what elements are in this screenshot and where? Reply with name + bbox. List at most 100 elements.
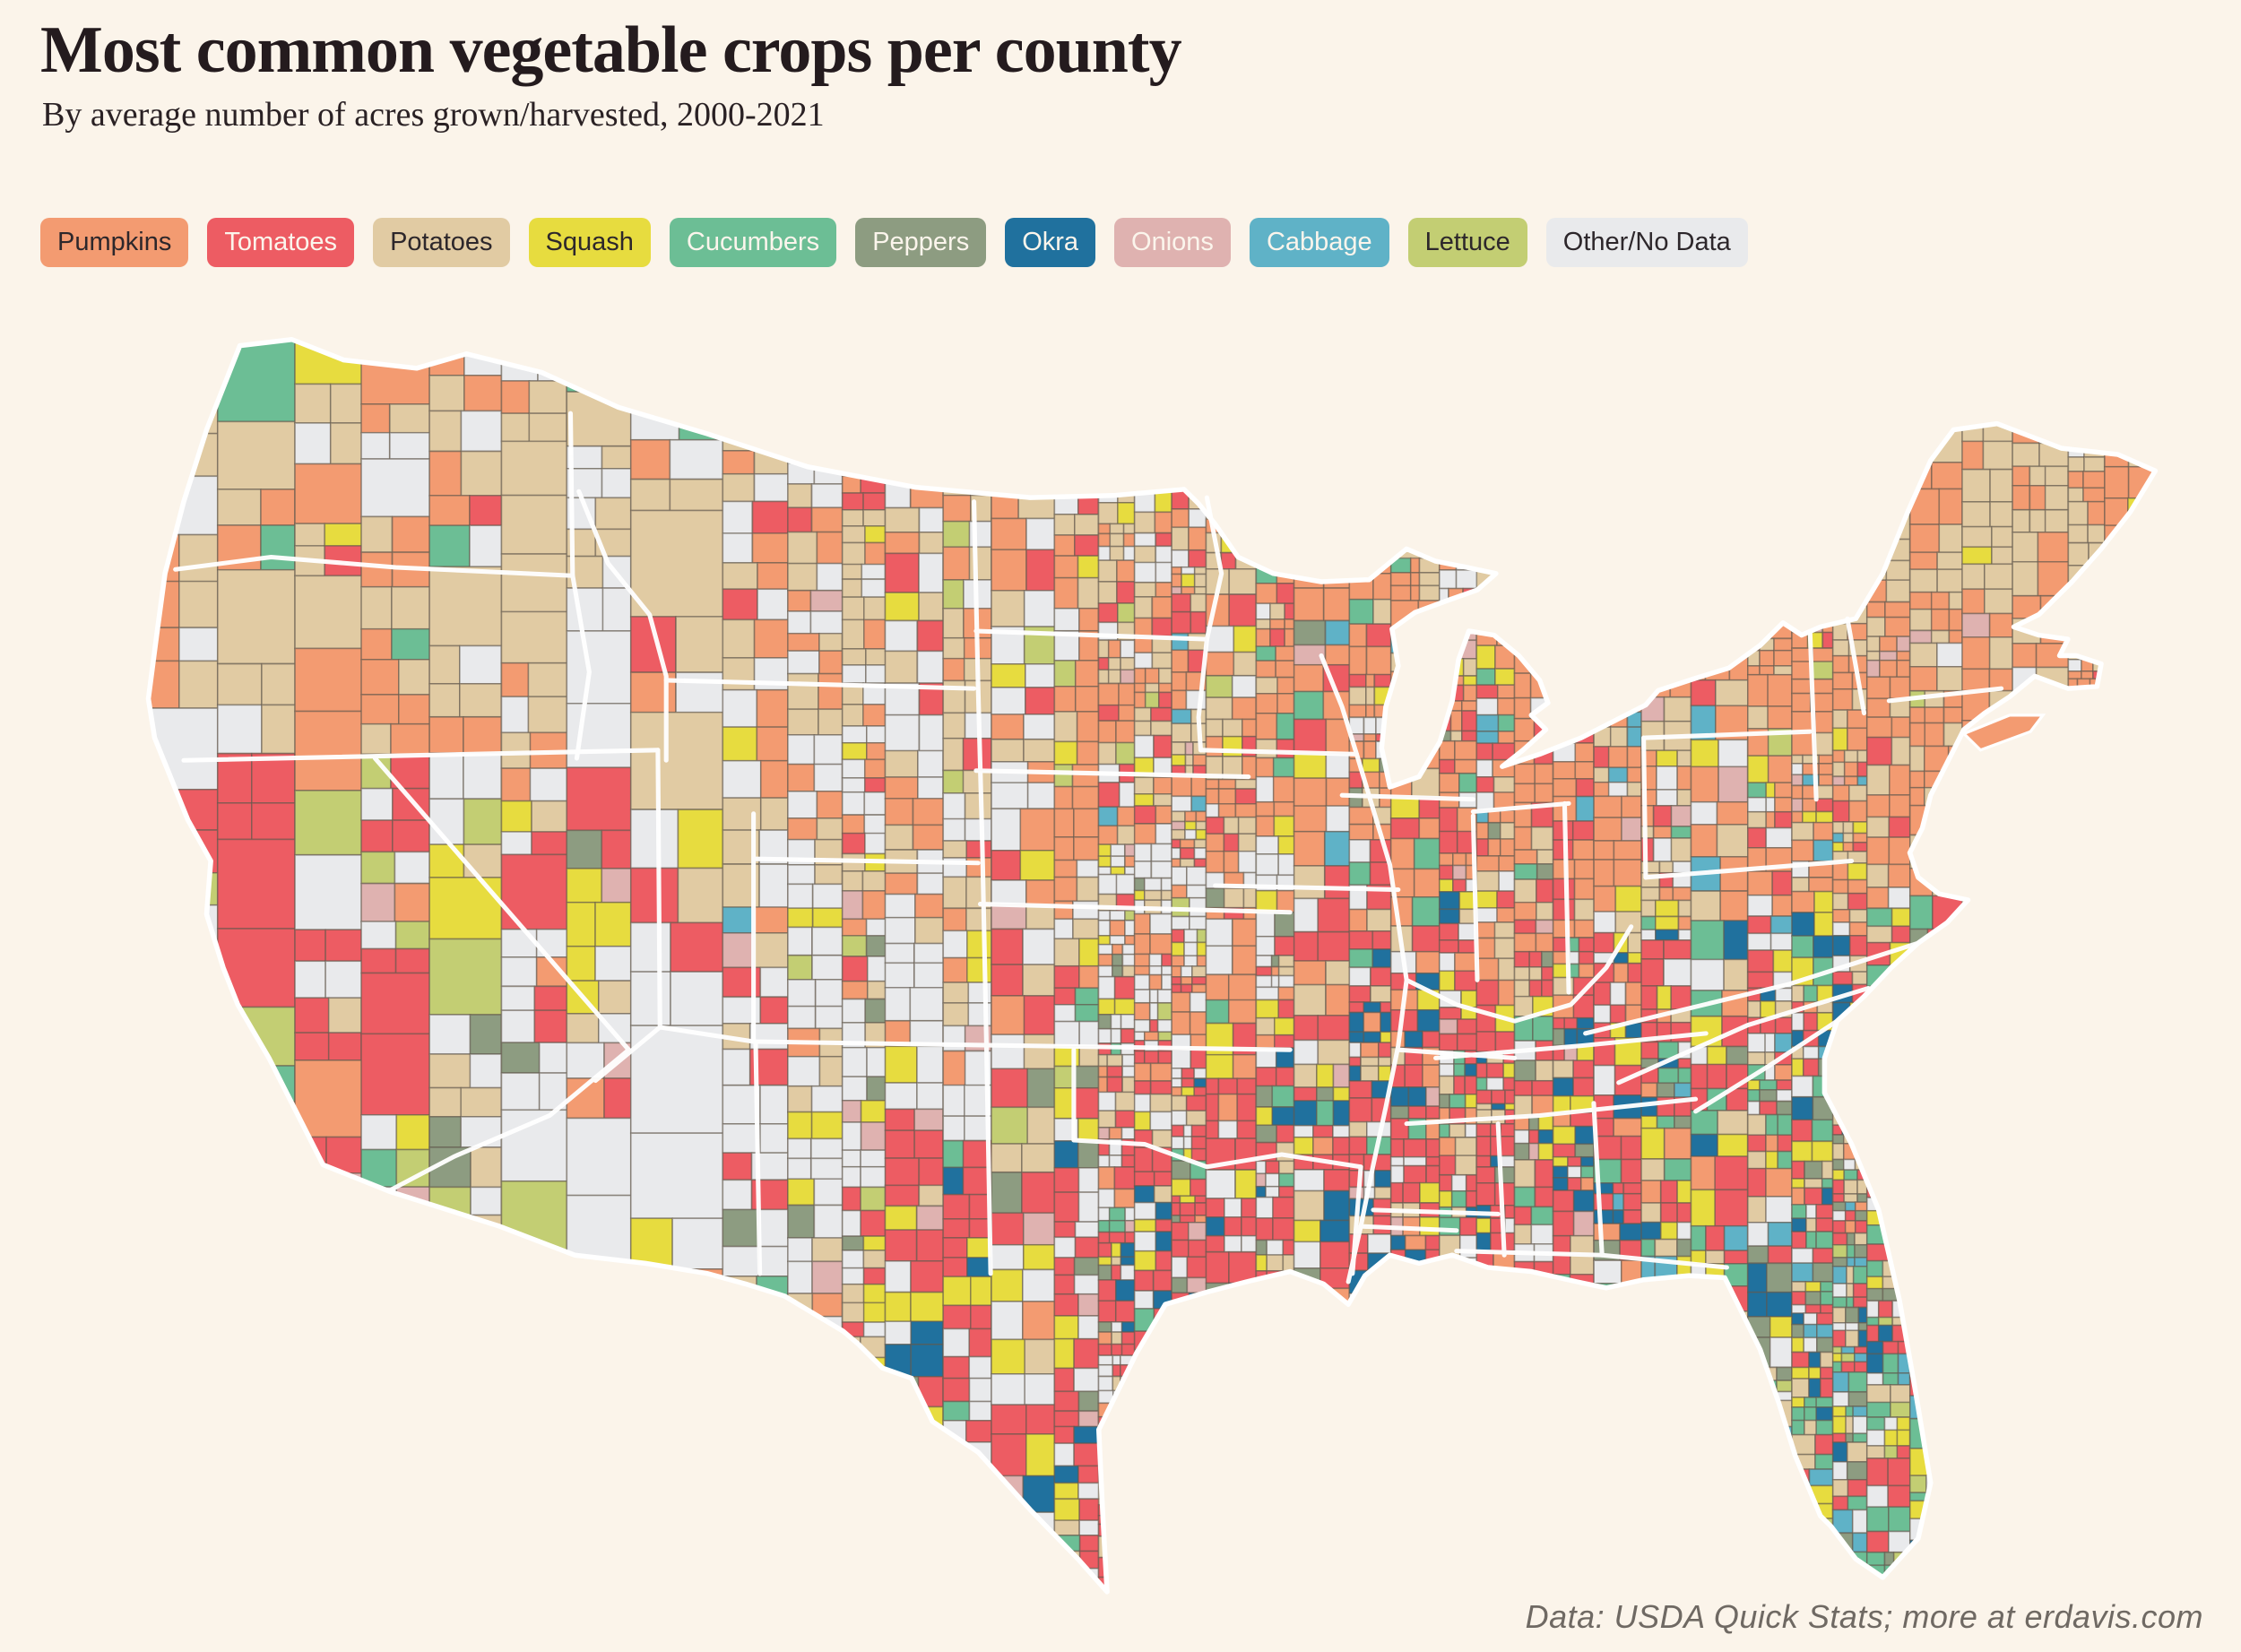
county-cell (1077, 1167, 1100, 1193)
county-cell (1845, 1322, 1860, 1332)
county-cell (1961, 440, 1985, 471)
county-cell (259, 1101, 296, 1144)
county-cell (1714, 1155, 1749, 1190)
county-cell (884, 942, 915, 964)
county-cell (1133, 861, 1153, 879)
county-cell (1690, 1110, 1719, 1136)
county-cell (500, 831, 532, 856)
county-cell (1622, 1209, 1643, 1224)
county-cell (1293, 587, 1325, 622)
county-cell (389, 431, 430, 460)
county-cell (1277, 853, 1295, 877)
county-cell (1124, 1219, 1136, 1233)
county-cell (1109, 523, 1125, 535)
county-cell (1475, 1232, 1492, 1252)
county-cell (1452, 852, 1467, 867)
county-cell (1759, 1100, 1778, 1116)
county-cell (1148, 973, 1163, 990)
county-cell (1255, 1016, 1276, 1036)
county-cell (1187, 1239, 1207, 1258)
county-cell (1150, 706, 1173, 722)
county-cell (1857, 1322, 1868, 1332)
county-cell (1097, 669, 1110, 685)
county-cell (1273, 815, 1295, 837)
county-cell (787, 483, 813, 509)
county-cell (1422, 1064, 1441, 1088)
county-cell (1110, 855, 1126, 868)
county-cell (1133, 1050, 1146, 1065)
county-cell (809, 590, 844, 612)
county-cell (1097, 523, 1112, 535)
county-cell (787, 1260, 813, 1294)
county-cell (1113, 998, 1136, 1016)
county-cell (1496, 890, 1516, 909)
county-cell (294, 1032, 330, 1061)
county-cell (1348, 908, 1368, 932)
county-cell (1205, 1169, 1236, 1199)
county-cell (1348, 1056, 1362, 1068)
county-cell (1747, 1167, 1768, 1198)
county-cell (1133, 1201, 1157, 1221)
county-cell (1769, 932, 1794, 951)
county-cell (1217, 1120, 1239, 1139)
county-cell (787, 1137, 812, 1160)
county-cell (1389, 1138, 1405, 1158)
county-cell (1889, 794, 1911, 818)
county-cell (1184, 810, 1198, 823)
county-cell (1831, 1243, 1848, 1258)
county-cell (861, 578, 887, 598)
county-cell (1487, 838, 1501, 857)
county-cell (1108, 1127, 1123, 1140)
county-cell (1607, 781, 1629, 798)
county-cell (1747, 665, 1761, 676)
county-cell (1293, 1169, 1325, 1192)
county-cell (1205, 1120, 1220, 1139)
county-cell (1802, 1058, 1820, 1077)
county-cell (2067, 500, 2089, 526)
county-cell (1791, 731, 1816, 757)
county-cell (470, 1186, 503, 1216)
county-cell (1852, 832, 1868, 843)
county-cell (1532, 1016, 1554, 1042)
county-cell (942, 1025, 966, 1052)
county-cell (1677, 1067, 1692, 1085)
county-cell (1513, 1224, 1533, 1245)
county-cell (861, 870, 887, 892)
county-cell (500, 928, 538, 958)
county-cell (1802, 798, 1817, 813)
county-cell (1171, 585, 1182, 595)
county-cell (1877, 1300, 1893, 1319)
county-cell (1022, 1301, 1056, 1341)
county-cell (1255, 693, 1279, 714)
county-cell (1171, 866, 1188, 887)
county-cell (1475, 1136, 1492, 1157)
county-cell (1773, 637, 1794, 652)
county-cell (1293, 805, 1328, 833)
county-cell (1402, 1181, 1421, 1204)
choropleth-svg (145, 336, 2159, 1595)
county-cell (1149, 912, 1173, 935)
county-cell (1513, 1206, 1533, 1226)
county-cell (991, 486, 1020, 520)
county-cell (753, 906, 789, 934)
county-cell (1865, 676, 1891, 700)
county-cell (324, 960, 363, 999)
county-cell (460, 450, 503, 497)
county-cell (962, 737, 992, 772)
county-cell (1475, 921, 1496, 939)
county-cell (1593, 859, 1615, 887)
county-cell (787, 531, 818, 565)
county-cell (991, 1034, 1025, 1070)
county-cell (1362, 757, 1380, 774)
county-cell (1171, 1215, 1181, 1224)
county-cell (428, 1116, 463, 1148)
county-cell (1220, 551, 1237, 570)
county-cell (360, 947, 397, 974)
county-cell (1110, 1013, 1122, 1030)
county-cell (1769, 1316, 1793, 1338)
county-cell (1865, 907, 1893, 928)
county-cell (1233, 651, 1258, 677)
county-cell (1865, 1276, 1884, 1290)
county-cell (1157, 1050, 1173, 1065)
county-cell (1114, 1110, 1136, 1129)
